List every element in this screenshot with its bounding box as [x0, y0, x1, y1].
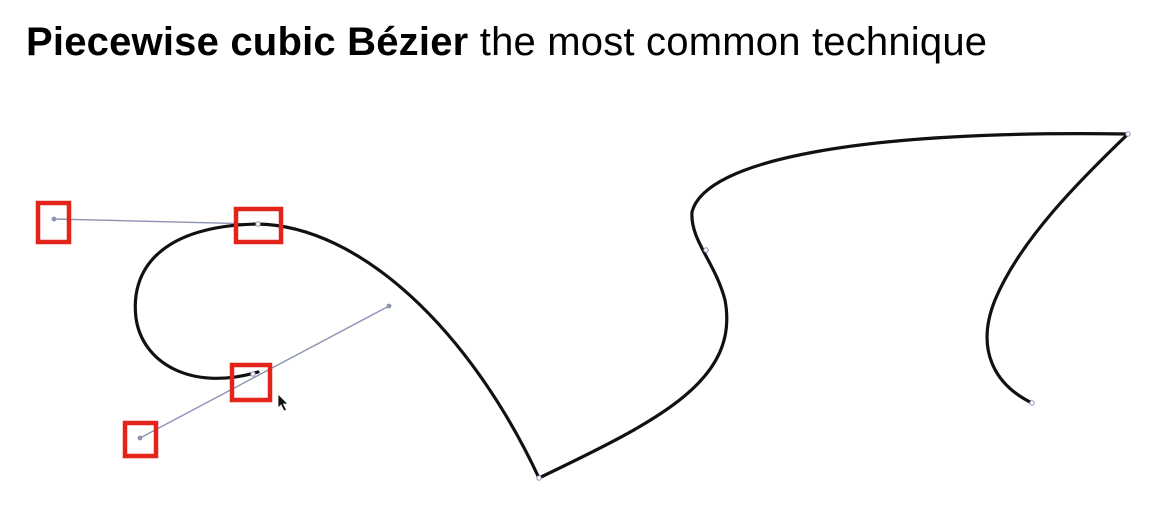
control-point[interactable]	[51, 216, 57, 222]
anchor-point[interactable]	[703, 247, 709, 253]
anchor-point[interactable]	[250, 371, 256, 377]
cursor-arrow-icon	[277, 393, 289, 412]
anchor-point[interactable]	[1125, 131, 1131, 137]
highlight-box-bottom-anchor	[229, 362, 273, 403]
anchor-point[interactable]	[255, 221, 261, 227]
control-point[interactable]	[386, 303, 392, 309]
handle-line-bottom[interactable]	[139, 305, 390, 439]
anchor-point[interactable]	[536, 475, 542, 481]
title-light-part: the most common technique	[479, 20, 988, 64]
title-bold-part: Piecewise cubic Bézier	[26, 20, 469, 64]
bezier-curve[interactable]	[133, 132, 1130, 480]
handle-line-top[interactable]	[53, 218, 259, 225]
anchor-point[interactable]	[1029, 400, 1035, 406]
control-point[interactable]	[137, 435, 143, 441]
slide-title: Piecewise cubic Bézier the most common t…	[26, 14, 987, 70]
highlight-box-top-anchor	[233, 206, 284, 245]
highlight-box-bottom-control	[122, 420, 159, 459]
highlight-box-top-control	[35, 200, 72, 245]
